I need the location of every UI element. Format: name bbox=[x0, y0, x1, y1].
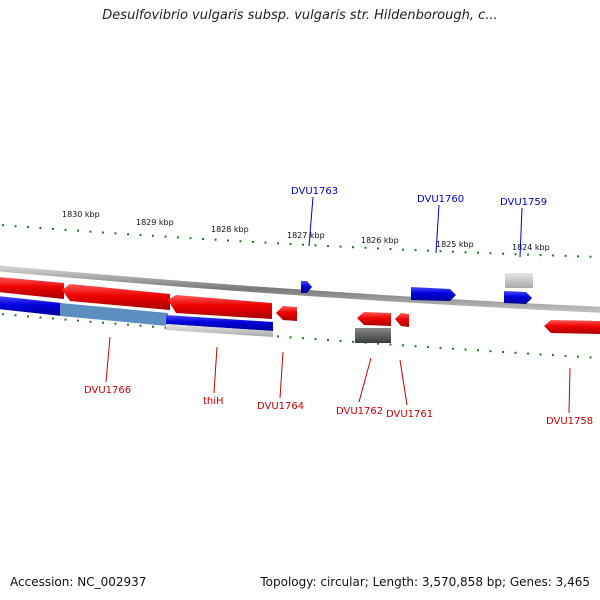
scale-label-1829: 1829 kbp bbox=[136, 218, 174, 227]
gene-reverse-dvu1761[interactable] bbox=[395, 313, 409, 327]
gene-reverse-dvu1762[interactable] bbox=[357, 312, 391, 326]
gene-forward-dvu1759[interactable] bbox=[504, 291, 532, 304]
label-dvu1764[interactable]: DVU1764 bbox=[257, 401, 304, 412]
forward-leaders bbox=[308, 196, 523, 258]
leader-dvu1760 bbox=[435, 204, 440, 254]
label-dvu1758[interactable]: DVU1758 bbox=[546, 416, 593, 427]
leader-dvu1762 bbox=[358, 357, 372, 403]
label-dvu1762[interactable]: DVU1762 bbox=[336, 406, 383, 417]
genome-backbone bbox=[0, 265, 600, 313]
gene-forward-dvu1763[interactable] bbox=[301, 281, 312, 293]
label-dvu1766[interactable]: DVU1766 bbox=[84, 385, 131, 396]
track-grey-segment bbox=[166, 324, 273, 337]
gene-forward-dvu1760[interactable] bbox=[411, 287, 456, 301]
leader-dvu1763 bbox=[308, 196, 314, 247]
reverse-lane-left bbox=[0, 277, 297, 321]
label-dvu1759[interactable]: DVU1759 bbox=[500, 197, 547, 208]
scale-label-1826: 1826 kbp bbox=[361, 236, 399, 245]
gene-feature-dark[interactable] bbox=[355, 328, 391, 343]
scale-label-1825: 1825 kbp bbox=[436, 240, 474, 249]
gene-reverse-dvu1758[interactable] bbox=[544, 320, 600, 334]
gene-reverse-dvu1766[interactable] bbox=[62, 284, 170, 310]
gene-reverse-dvu1764[interactable] bbox=[276, 306, 297, 321]
track-blue-segment-a bbox=[0, 296, 62, 316]
genome-summary-text: Topology: circular; Length: 3,570,858 bp… bbox=[260, 575, 590, 589]
right-cluster bbox=[504, 273, 600, 334]
scale-label-1827: 1827 kbp bbox=[287, 231, 325, 240]
leader-dvu1766 bbox=[105, 336, 111, 383]
track-blue-segment-b bbox=[166, 315, 273, 331]
leader-dvu1764 bbox=[279, 351, 284, 399]
reverse-labels: DVU1766 thiH DVU1764 DVU1762 DVU1761 DVU… bbox=[84, 385, 593, 427]
label-dvu1760[interactable]: DVU1760 bbox=[417, 194, 464, 205]
scale-label-1828: 1828 kbp bbox=[211, 225, 249, 234]
leader-dvu1759 bbox=[519, 207, 523, 258]
label-dvu1763[interactable]: DVU1763 bbox=[291, 186, 338, 197]
label-thih[interactable]: thiH bbox=[203, 396, 224, 407]
track-highlight-segment bbox=[60, 303, 168, 326]
middle-cluster bbox=[301, 281, 456, 343]
gene-feature-grey[interactable] bbox=[505, 273, 533, 288]
map-title: Desulfovibrio vulgaris subsp. vulgaris s… bbox=[102, 8, 498, 23]
scale-label-1830: 1830 kbp bbox=[62, 210, 100, 219]
scale-label-1824: 1824 kbp bbox=[512, 243, 550, 252]
leader-dvu1761 bbox=[399, 359, 408, 406]
scale-labels: 1830 kbp 1829 kbp 1828 kbp 1827 kbp 1826… bbox=[62, 210, 550, 252]
label-dvu1761[interactable]: DVU1761 bbox=[386, 409, 433, 420]
gene-reverse-thih[interactable] bbox=[168, 295, 272, 319]
scale-ticks-upper bbox=[2, 224, 592, 258]
forward-labels: DVU1763 DVU1760 DVU1759 bbox=[291, 186, 547, 208]
gene-reverse-1767[interactable] bbox=[0, 277, 64, 299]
reverse-leaders bbox=[105, 336, 571, 414]
accession-text: Accession: NC_002937 bbox=[10, 575, 147, 589]
leader-thih bbox=[213, 346, 218, 394]
leader-dvu1758 bbox=[568, 367, 571, 414]
lower-lane-left bbox=[0, 296, 273, 337]
